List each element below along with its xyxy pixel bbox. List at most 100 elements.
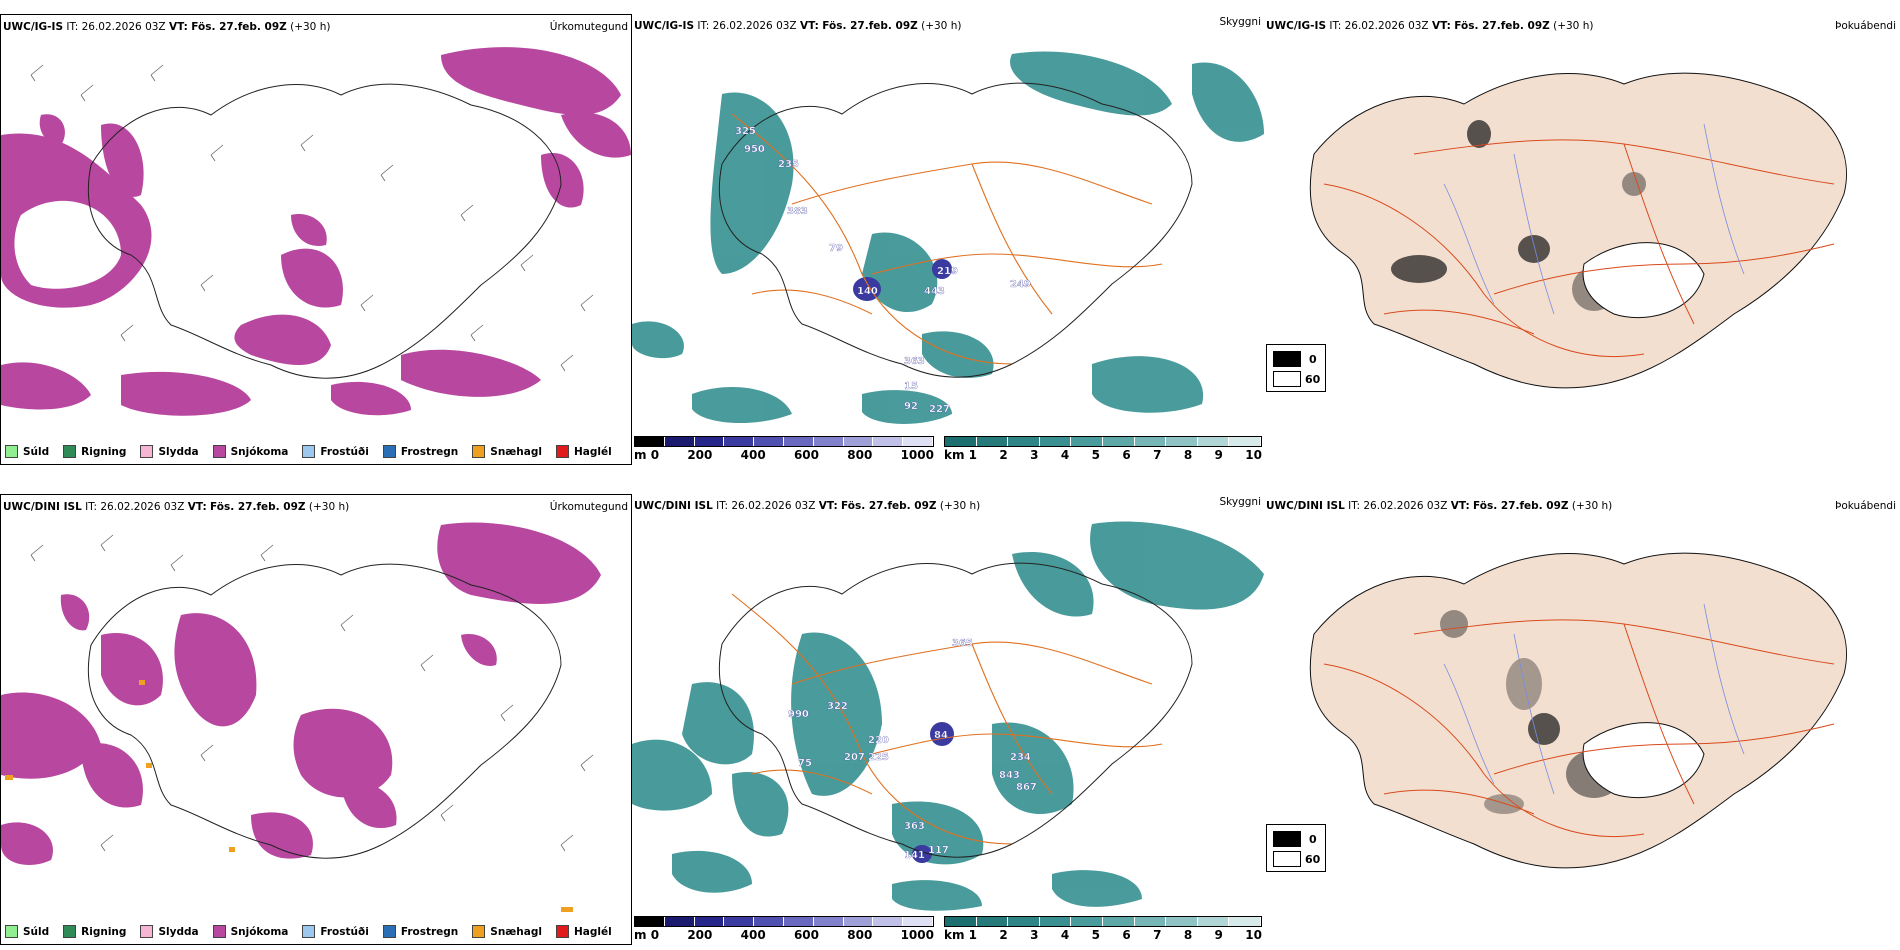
ceiling-value-label: 383	[787, 206, 808, 217]
ceiling-value-label: 84	[934, 730, 948, 741]
visibility-tick: 6	[1122, 448, 1131, 462]
ceiling-value-label: 117	[928, 845, 949, 856]
legend-swatch	[302, 445, 316, 458]
init-time: 26.02.2026 03Z	[1344, 20, 1429, 32]
ceiling-value-label: 220	[868, 735, 889, 746]
glacier	[1582, 242, 1705, 319]
visibility-tick: 9	[1214, 928, 1223, 942]
model-name: UWC/IG-IS	[634, 20, 695, 32]
visibility-colorbar-swatches	[944, 436, 1262, 447]
panel-type-title: Þokuábendi	[1835, 20, 1896, 32]
ceiling-colorbar: m 0 200 400 600 800 1000	[634, 436, 934, 462]
fog-legend-value: 60	[1305, 373, 1321, 386]
visibility-tick: 5	[1091, 448, 1100, 462]
ceiling-value-label: 322	[827, 701, 848, 712]
legend-swatch	[555, 445, 569, 458]
panel-type-title: Skyggni	[1219, 16, 1262, 28]
panel-title: UWC/DINI ISL IT: 26.02.2026 03Z VT: Fös.…	[3, 501, 350, 513]
road-network	[1323, 139, 1835, 357]
cloud-visibility-panel-row1: UWC/IG-IS IT: 26.02.2026 03Z VT: Fös. 27…	[632, 14, 1264, 465]
precip-map	[1, 47, 631, 416]
visibility-tick: 7	[1153, 448, 1162, 462]
river-network	[1443, 603, 1745, 795]
visibility-tick: 2	[999, 928, 1008, 942]
panel-type-title: Úrkomutegund	[549, 21, 628, 33]
fog-map	[1309, 72, 1847, 389]
fog-legend-swatch-dark	[1273, 831, 1301, 847]
fog-legend-value: 0	[1309, 833, 1317, 846]
ceiling-value-label: 235	[778, 159, 799, 170]
visibility-colorbar: km 1 2 3 4 5 6 7 8 9 10	[944, 436, 1262, 462]
panel-title: UWC/IG-IS IT: 26.02.2026 03Z VT: Fös. 27…	[3, 21, 331, 33]
visibility-colorbar-swatches	[944, 916, 1262, 927]
legend-swatch	[382, 445, 396, 458]
iceland-coastline	[87, 83, 562, 379]
ceiling-tick: 600	[793, 448, 819, 462]
cloud-visibility-panel-row2: UWC/DINI ISL IT: 26.02.2026 03Z VT: Fös.…	[632, 494, 1264, 945]
ceiling-value-label: 15	[904, 381, 918, 392]
ceiling-value-label: 990	[788, 709, 809, 720]
ceiling-tick: 800	[847, 448, 873, 462]
road-network	[731, 593, 1163, 845]
legend-item: Frostregn	[382, 445, 458, 458]
legend-item: Snjókoma	[212, 445, 288, 458]
iceland-land	[1309, 72, 1847, 389]
legend-item: Súld	[5, 925, 49, 938]
legend-item: Slydda	[140, 445, 199, 458]
ceiling-value-label: 141	[904, 850, 925, 861]
fog-indicator-panel-row1: UWC/IG-IS IT: 26.02.2026 03Z VT: Fös. 27…	[1264, 14, 1900, 465]
init-time: 26.02.2026 03Z	[1363, 500, 1448, 512]
legend-swatch	[555, 925, 569, 938]
model-name: UWC/IG-IS	[3, 21, 64, 33]
lead-time: (+30 h)	[1571, 500, 1613, 512]
visibility-tick: 8	[1183, 928, 1193, 942]
ceiling-colorbar-swatches	[634, 916, 934, 927]
legend-item: Snæhagl	[472, 925, 542, 938]
valid-time: Fös. 27.feb. 09Z	[841, 500, 937, 512]
legend-item: Rigning	[63, 445, 126, 458]
ceiling-value-label: 225	[868, 752, 889, 763]
ceiling-tick: 400	[740, 928, 766, 942]
ceiling-tick: 800	[847, 928, 873, 942]
legend-item: Snjókoma	[212, 925, 288, 938]
ice-pellet-area	[5, 680, 573, 912]
ceiling-tick: 0	[650, 448, 660, 462]
lead-time: (+30 h)	[939, 500, 981, 512]
iceland-land	[1309, 552, 1847, 869]
legend-item: Slydda	[140, 925, 199, 938]
panel-type-title: Þokuábendi	[1835, 500, 1896, 512]
fog-legend: 0 60	[1266, 344, 1326, 392]
visibility-tick: 10	[1245, 928, 1262, 942]
precip-type-panel-row2: UWC/DINI ISL IT: 26.02.2026 03Z VT: Fös.…	[0, 494, 632, 945]
ceiling-colorbar-swatches	[634, 436, 934, 447]
valid-time: Fös. 27.feb. 09Z	[822, 20, 918, 32]
legend-swatch	[472, 925, 486, 938]
legend-item: Frostúði	[302, 445, 369, 458]
iceland-coastline	[87, 563, 562, 859]
legend-swatch	[382, 925, 396, 938]
visibility-tick: 2	[999, 448, 1008, 462]
ceiling-value-label: 443	[924, 286, 945, 297]
init-time: 26.02.2026 03Z	[100, 501, 185, 513]
legend-item: Rigning	[63, 925, 126, 938]
ceiling-unit: m	[634, 448, 647, 462]
ceiling-value-label: 79	[829, 243, 843, 254]
lead-time: (+30 h)	[1553, 20, 1594, 32]
river-network	[1443, 123, 1745, 315]
legend-swatch	[472, 445, 486, 458]
ceiling-unit: m	[634, 928, 647, 942]
fog-legend-swatch-light	[1273, 851, 1301, 867]
snow-area	[1, 522, 601, 865]
ceiling-value-label: 92	[904, 401, 918, 412]
visibility-unit: km	[944, 928, 965, 942]
panel-title: UWC/IG-IS IT: 26.02.2026 03Z VT: Fös. 27…	[634, 20, 962, 32]
legend-item: Snæhagl	[472, 445, 542, 458]
fog-legend-swatch-dark	[1273, 351, 1301, 367]
valid-time: Fös. 27.feb. 09Z	[1473, 500, 1569, 512]
legend-swatch	[302, 925, 316, 938]
model-name: UWC/IG-IS	[1266, 20, 1327, 32]
panel-title: UWC/DINI ISL IT: 26.02.2026 03Z VT: Fös.…	[1266, 500, 1613, 512]
panel-type-title: Úrkomutegund	[549, 501, 628, 513]
visibility-tick: 3	[1030, 448, 1039, 462]
wind-barbs	[30, 534, 594, 852]
